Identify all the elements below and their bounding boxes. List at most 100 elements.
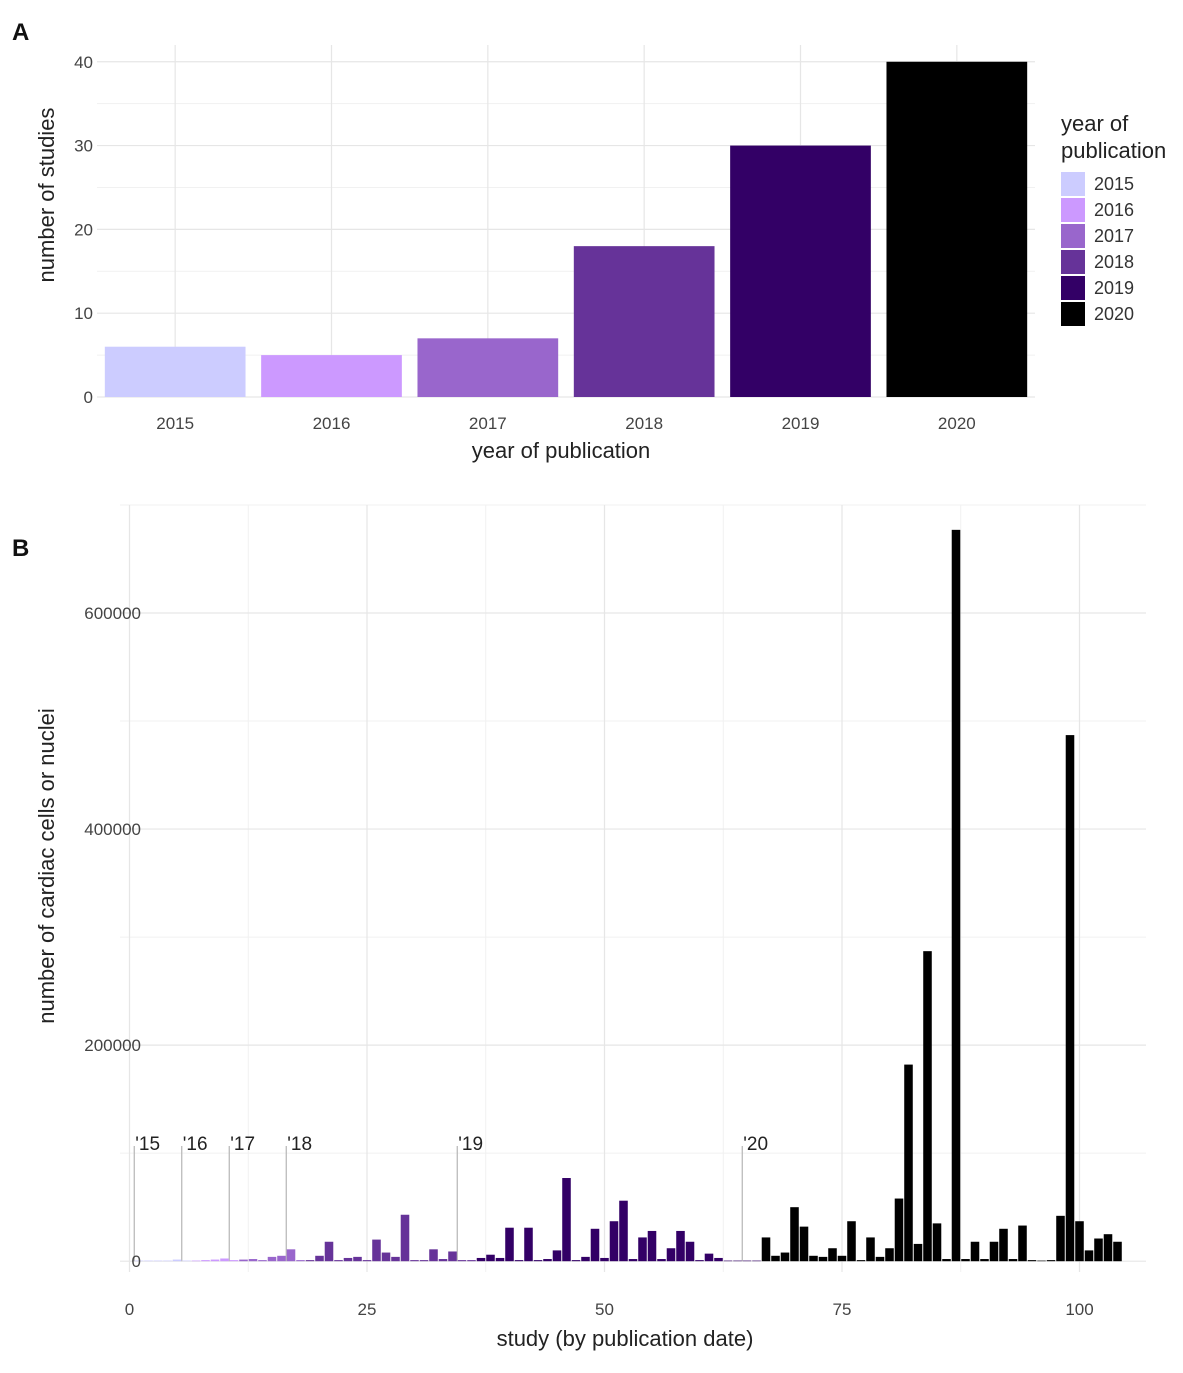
- legend-key-2016: [1061, 198, 1085, 222]
- bar-study-73: [818, 1256, 828, 1262]
- y-tick-label: 40: [74, 53, 93, 72]
- legend-items: 2015 2016 2017 2018 2019 2020: [1061, 172, 1134, 326]
- year-marker-label: '19: [458, 1134, 483, 1155]
- y-tick-label: 10: [74, 304, 93, 323]
- bar-study-37: [476, 1257, 486, 1262]
- bar-study-104: [1113, 1241, 1122, 1262]
- bar-study-45: [552, 1250, 562, 1262]
- bar-study-22: [334, 1260, 343, 1262]
- bar-study-25: [362, 1260, 372, 1262]
- legend-key-2020: [1061, 302, 1085, 326]
- year-marker-label: '20: [743, 1134, 768, 1155]
- bar-study-92: [999, 1228, 1008, 1262]
- bar-study-14: [258, 1260, 267, 1262]
- bar-study-17: [286, 1249, 296, 1262]
- bar-study-46: [562, 1178, 571, 1262]
- bar-study-79: [875, 1256, 885, 1262]
- bar-study-8: [201, 1260, 210, 1262]
- bar-study-63: [723, 1260, 733, 1262]
- bar-study-38: [486, 1254, 495, 1262]
- bar-study-6: [182, 1260, 191, 1262]
- year-marker-label: '17: [230, 1134, 255, 1155]
- bar-study-71: [799, 1226, 809, 1262]
- bar-study-42: [524, 1227, 533, 1262]
- legend-label-2017: 2017: [1094, 226, 1134, 246]
- bar-study-5: [172, 1259, 182, 1262]
- bar-study-18: [296, 1260, 305, 1262]
- bar-study-67: [761, 1237, 771, 1262]
- panel-b-chart: '15 '16 '17 '18 '19 '20 0 200000 400000 600000 0…: [34, 504, 1146, 1351]
- bar-study-2: [144, 1260, 153, 1262]
- bar-study-85: [932, 1223, 942, 1262]
- bar-study-94: [1018, 1225, 1027, 1262]
- panel-b-bars: [134, 529, 1122, 1262]
- bar-study-51: [609, 1221, 619, 1262]
- bar-study-3: [153, 1260, 163, 1262]
- x-tick-label: 2015: [156, 414, 194, 433]
- bar-study-58: [676, 1230, 685, 1262]
- bar-study-23: [343, 1257, 353, 1262]
- y-tick-label: 0: [84, 388, 93, 407]
- bar-study-98: [1056, 1215, 1065, 1262]
- bar-2015: [104, 346, 246, 397]
- bar-study-103: [1103, 1234, 1113, 1262]
- bar-study-1: [134, 1260, 144, 1262]
- bar-study-65: [742, 1260, 752, 1262]
- bar-study-30: [410, 1260, 419, 1262]
- panel-a-bars: [104, 61, 1028, 398]
- bar-study-9: [210, 1259, 220, 1262]
- bar-study-48: [581, 1256, 590, 1262]
- panel-a-y-axis-title: number of studies: [34, 108, 59, 283]
- bar-study-40: [505, 1227, 514, 1262]
- panel-a-legend: year of publication 2015 2016 2017 2018 2019…: [1061, 111, 1166, 326]
- legend-label-2020: 2020: [1094, 304, 1134, 324]
- y-tick-label: 200000: [84, 1036, 141, 1055]
- legend-key-2019: [1061, 276, 1085, 300]
- panel-a-x-ticks: 2015 2016 2017 2018 2019 2020: [156, 414, 975, 433]
- panel-b-y-axis-title: number of cardiac cells or nuclei: [34, 708, 59, 1023]
- bar-study-32: [429, 1249, 438, 1262]
- bar-study-97: [1046, 1260, 1056, 1262]
- bar-study-41: [514, 1260, 524, 1262]
- panel-b-x-axis-title: study (by publication date): [497, 1326, 754, 1351]
- bar-study-59: [685, 1241, 695, 1262]
- bar-study-34: [448, 1251, 457, 1262]
- bar-study-50: [600, 1257, 609, 1262]
- bar-study-78: [866, 1237, 875, 1262]
- panel-b-gridlines: [120, 504, 1146, 1272]
- bar-study-54: [638, 1237, 647, 1262]
- panel-b-year-markers: '15 '16 '17 '18 '19 '20: [133, 1134, 768, 1262]
- legend-key-2017: [1061, 224, 1085, 248]
- bar-study-74: [828, 1248, 837, 1262]
- bar-study-12: [239, 1259, 248, 1262]
- bar-study-80: [885, 1248, 894, 1262]
- legend-title-line-1: year of: [1061, 111, 1129, 136]
- bar-study-35: [457, 1260, 467, 1262]
- bar-study-93: [1008, 1259, 1018, 1262]
- bar-study-39: [495, 1257, 505, 1262]
- x-tick-label: 2020: [938, 414, 976, 433]
- legend-label-2019: 2019: [1094, 278, 1134, 298]
- bar-study-89: [970, 1241, 980, 1262]
- x-tick-label: 2017: [469, 414, 507, 433]
- legend-title-line-2: publication: [1061, 138, 1166, 163]
- y-tick-label: 20: [74, 220, 93, 239]
- panel-a-x-axis-title: year of publication: [472, 438, 651, 463]
- legend-key-2018: [1061, 250, 1085, 274]
- bar-study-75: [837, 1255, 847, 1262]
- bar-study-102: [1094, 1238, 1103, 1262]
- bar-study-33: [438, 1259, 448, 1262]
- bar-study-28: [391, 1256, 400, 1262]
- bar-study-31: [419, 1260, 429, 1262]
- bar-study-91: [989, 1241, 999, 1262]
- bar-study-84: [923, 951, 932, 1262]
- bar-2020: [886, 61, 1028, 398]
- y-tick-label: 400000: [84, 820, 141, 839]
- y-tick-label: 30: [74, 137, 93, 156]
- bar-study-55: [647, 1230, 657, 1262]
- bar-study-13: [248, 1259, 258, 1262]
- panel-b-letter: B: [12, 535, 29, 562]
- x-tick-label: 50: [595, 1300, 614, 1319]
- bar-study-29: [400, 1214, 410, 1262]
